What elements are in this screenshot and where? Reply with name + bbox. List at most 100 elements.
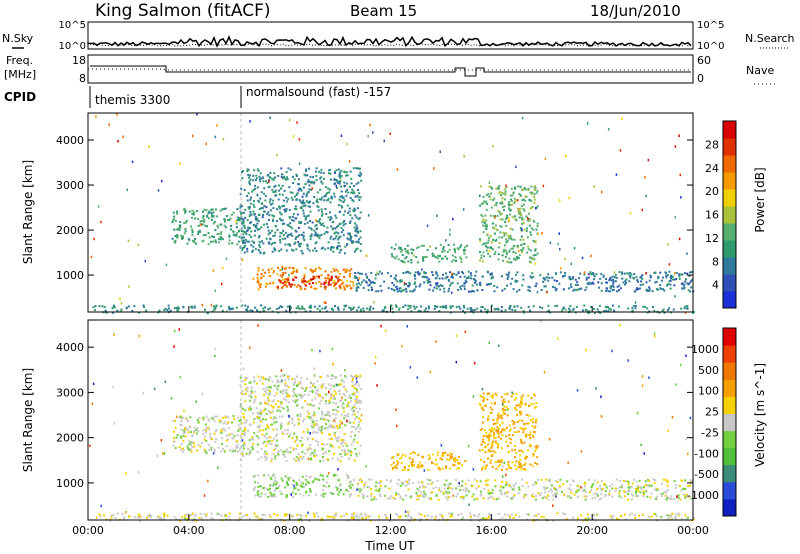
scatter-cell	[214, 347, 216, 350]
data-cell	[674, 487, 677, 490]
scatter-cell	[619, 149, 622, 152]
data-cell	[230, 225, 233, 227]
noise-tick-right-high: 10^5	[697, 20, 724, 31]
data-cell	[343, 252, 346, 255]
data-cell	[405, 283, 407, 285]
data-cell	[471, 485, 474, 488]
data-cell	[244, 427, 246, 430]
data-cell	[522, 222, 525, 225]
data-cell	[400, 250, 403, 253]
data-cell	[311, 389, 314, 392]
data-cell	[273, 421, 276, 424]
data-cell	[535, 418, 538, 421]
data-cell	[324, 492, 327, 495]
data-cell	[532, 495, 535, 498]
data-cell	[341, 449, 344, 452]
data-cell	[243, 246, 246, 249]
data-cell	[334, 417, 337, 420]
data-cell	[320, 198, 323, 201]
scatter-cell	[222, 138, 225, 141]
data-cell	[449, 482, 452, 485]
data-cell	[329, 201, 332, 204]
data-cell	[522, 428, 525, 431]
data-cell	[347, 212, 350, 215]
data-cell	[491, 248, 494, 251]
data-cell	[239, 206, 242, 209]
data-cell	[489, 214, 492, 217]
data-cell	[562, 275, 565, 277]
data-cell	[404, 514, 407, 517]
data-cell	[310, 189, 313, 191]
data-cell	[570, 491, 573, 494]
data-cell	[578, 277, 580, 280]
data-cell	[288, 186, 291, 189]
data-cell	[335, 287, 337, 290]
data-cell	[463, 306, 466, 309]
data-cell	[504, 412, 506, 415]
data-cell	[343, 433, 346, 435]
data-cell	[225, 434, 228, 437]
data-cell	[249, 394, 252, 397]
data-cell	[299, 188, 302, 191]
data-cell	[641, 274, 644, 276]
data-cell	[331, 457, 334, 460]
data-cell	[186, 242, 189, 245]
data-cell	[219, 238, 222, 241]
data-cell	[149, 516, 152, 519]
data-cell	[256, 516, 259, 519]
data-cell	[275, 417, 278, 420]
data-cell	[550, 484, 553, 487]
data-cell	[416, 493, 418, 496]
data-cell	[653, 482, 656, 485]
data-cell	[424, 272, 427, 274]
data-cell	[462, 309, 465, 312]
data-cell	[642, 492, 645, 495]
data-cell	[687, 495, 690, 498]
data-cell	[251, 446, 254, 448]
data-cell	[243, 241, 246, 244]
data-cell	[463, 246, 466, 249]
data-cell	[359, 308, 362, 311]
data-cell	[646, 290, 649, 292]
data-cell	[526, 513, 529, 516]
data-cell	[227, 438, 230, 441]
data-cell	[276, 433, 279, 436]
data-cell	[524, 462, 527, 465]
data-cell	[497, 308, 500, 311]
data-cell	[337, 435, 340, 438]
data-cell	[531, 495, 533, 498]
data-cell	[187, 238, 190, 241]
data-cell	[441, 285, 444, 287]
data-cell	[275, 392, 278, 395]
data-cell	[662, 308, 665, 311]
data-cell	[315, 241, 318, 244]
data-cell	[216, 224, 219, 227]
data-cell	[272, 481, 275, 484]
data-cell	[463, 249, 465, 251]
data-cell	[409, 304, 412, 307]
data-cell	[363, 486, 366, 489]
data-cell	[679, 498, 682, 501]
data-cell	[308, 491, 311, 493]
data-cell	[346, 204, 349, 207]
data-cell	[278, 484, 281, 487]
data-cell	[279, 269, 282, 272]
data-cell	[685, 495, 688, 497]
data-cell	[259, 251, 262, 254]
data-cell	[291, 495, 294, 498]
data-cell	[645, 281, 648, 284]
data-cell	[242, 415, 245, 418]
data-cell	[280, 401, 283, 403]
data-cell	[196, 449, 198, 452]
data-cell	[120, 308, 123, 311]
data-cell	[536, 444, 539, 447]
data-cell	[524, 195, 527, 198]
data-cell	[534, 462, 537, 464]
scatter-cell	[536, 291, 539, 294]
data-cell	[672, 308, 675, 311]
data-cell	[429, 491, 432, 494]
data-cell	[188, 210, 191, 213]
data-cell	[492, 199, 494, 201]
data-cell	[674, 516, 677, 519]
data-cell	[303, 393, 306, 396]
